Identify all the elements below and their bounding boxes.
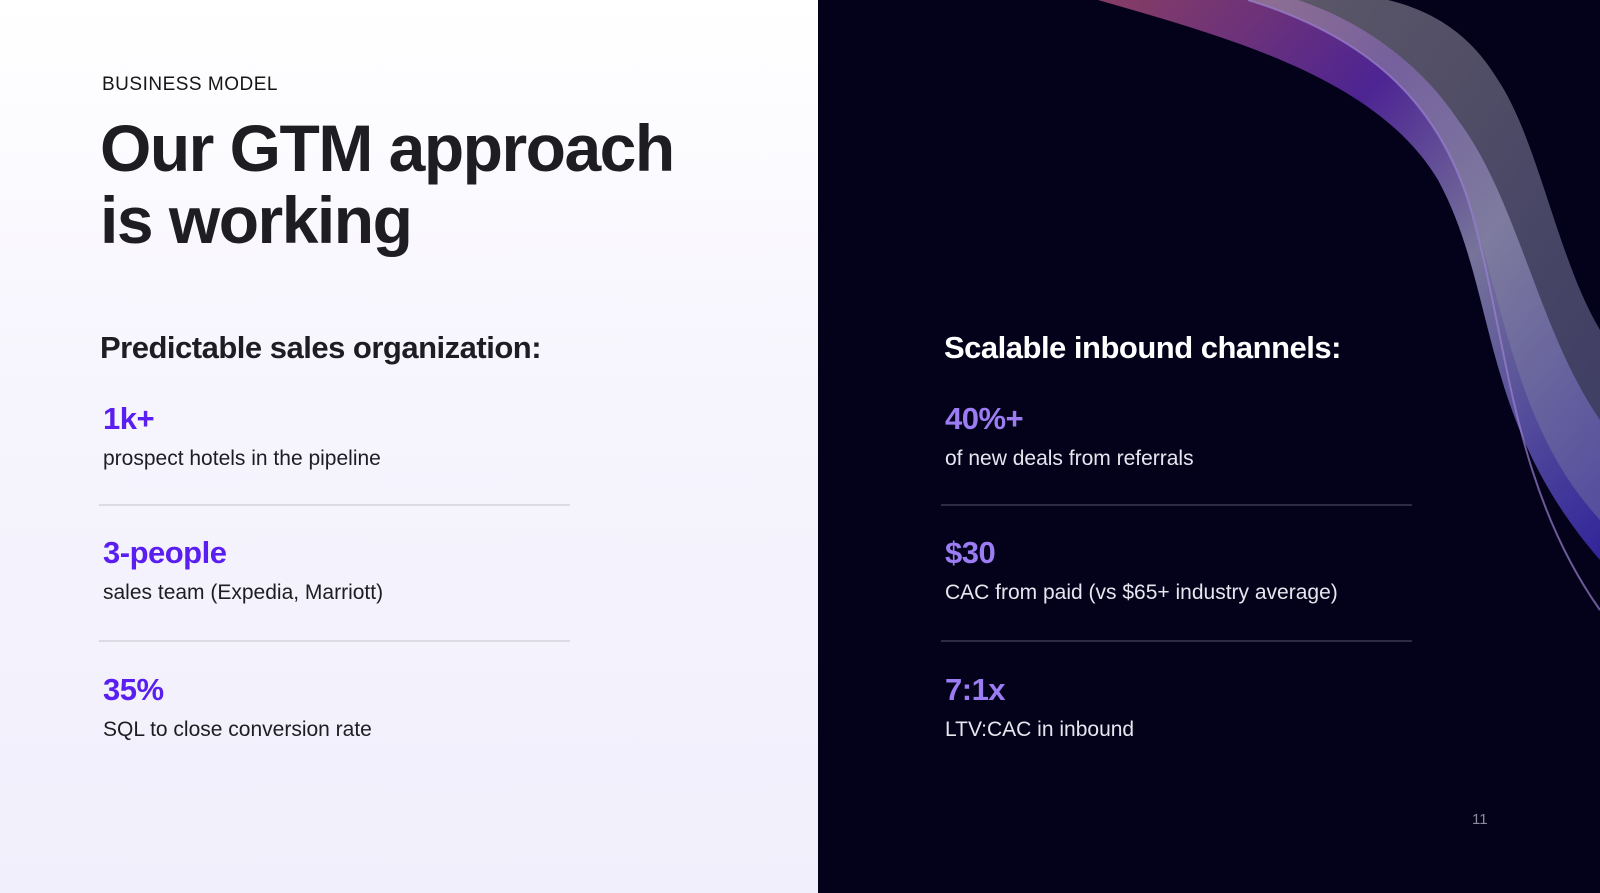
right-stat-1: 40%+ of new deals from referrals [945, 401, 1194, 471]
divider [99, 640, 570, 642]
stat-label: CAC from paid (vs $65+ industry average) [945, 581, 1338, 604]
title-line-2: is working [100, 183, 413, 257]
stat-value: $30 [945, 535, 996, 570]
left-stat-1: 1k+ prospect hotels in the pipeline [103, 401, 381, 471]
stat-value: 7:1x [945, 672, 1006, 707]
left-stat-2: 3-people sales team (Expedia, Marriott) [103, 535, 383, 605]
dark-panel: Scalable inbound channels: 40%+ of new d… [818, 0, 1600, 893]
divider [99, 504, 570, 506]
stat-label: prospect hotels in the pipeline [103, 447, 381, 470]
light-panel: BUSINESS MODEL Our GTM approach is worki… [0, 0, 818, 893]
divider [941, 504, 1412, 506]
slide-title: Our GTM approach is working [100, 111, 675, 257]
page-number: 11 [1472, 811, 1488, 828]
right-stat-3: 7:1x LTV:CAC in inbound [945, 672, 1134, 742]
right-heading: Scalable inbound channels: [944, 330, 1341, 365]
stat-label: sales team (Expedia, Marriott) [103, 581, 384, 604]
stat-value: 1k+ [103, 401, 155, 436]
stat-label: LTV:CAC in inbound [945, 718, 1135, 741]
stat-value: 40%+ [945, 401, 1024, 436]
stat-label: SQL to close conversion rate [103, 718, 372, 741]
stat-value: 35% [103, 672, 164, 707]
stat-value: 3-people [103, 535, 227, 570]
divider [941, 640, 1412, 642]
left-heading: Predictable sales organization: [100, 330, 542, 365]
right-stat-2: $30 CAC from paid (vs $65+ industry aver… [945, 535, 1338, 605]
stat-label: of new deals from referrals [945, 447, 1194, 470]
section-eyebrow: BUSINESS MODEL [102, 74, 278, 95]
title-line-1: Our GTM approach [100, 111, 675, 185]
ribbon-decoration [1098, 0, 1600, 611]
left-stat-3: 35% SQL to close conversion rate [103, 672, 372, 742]
